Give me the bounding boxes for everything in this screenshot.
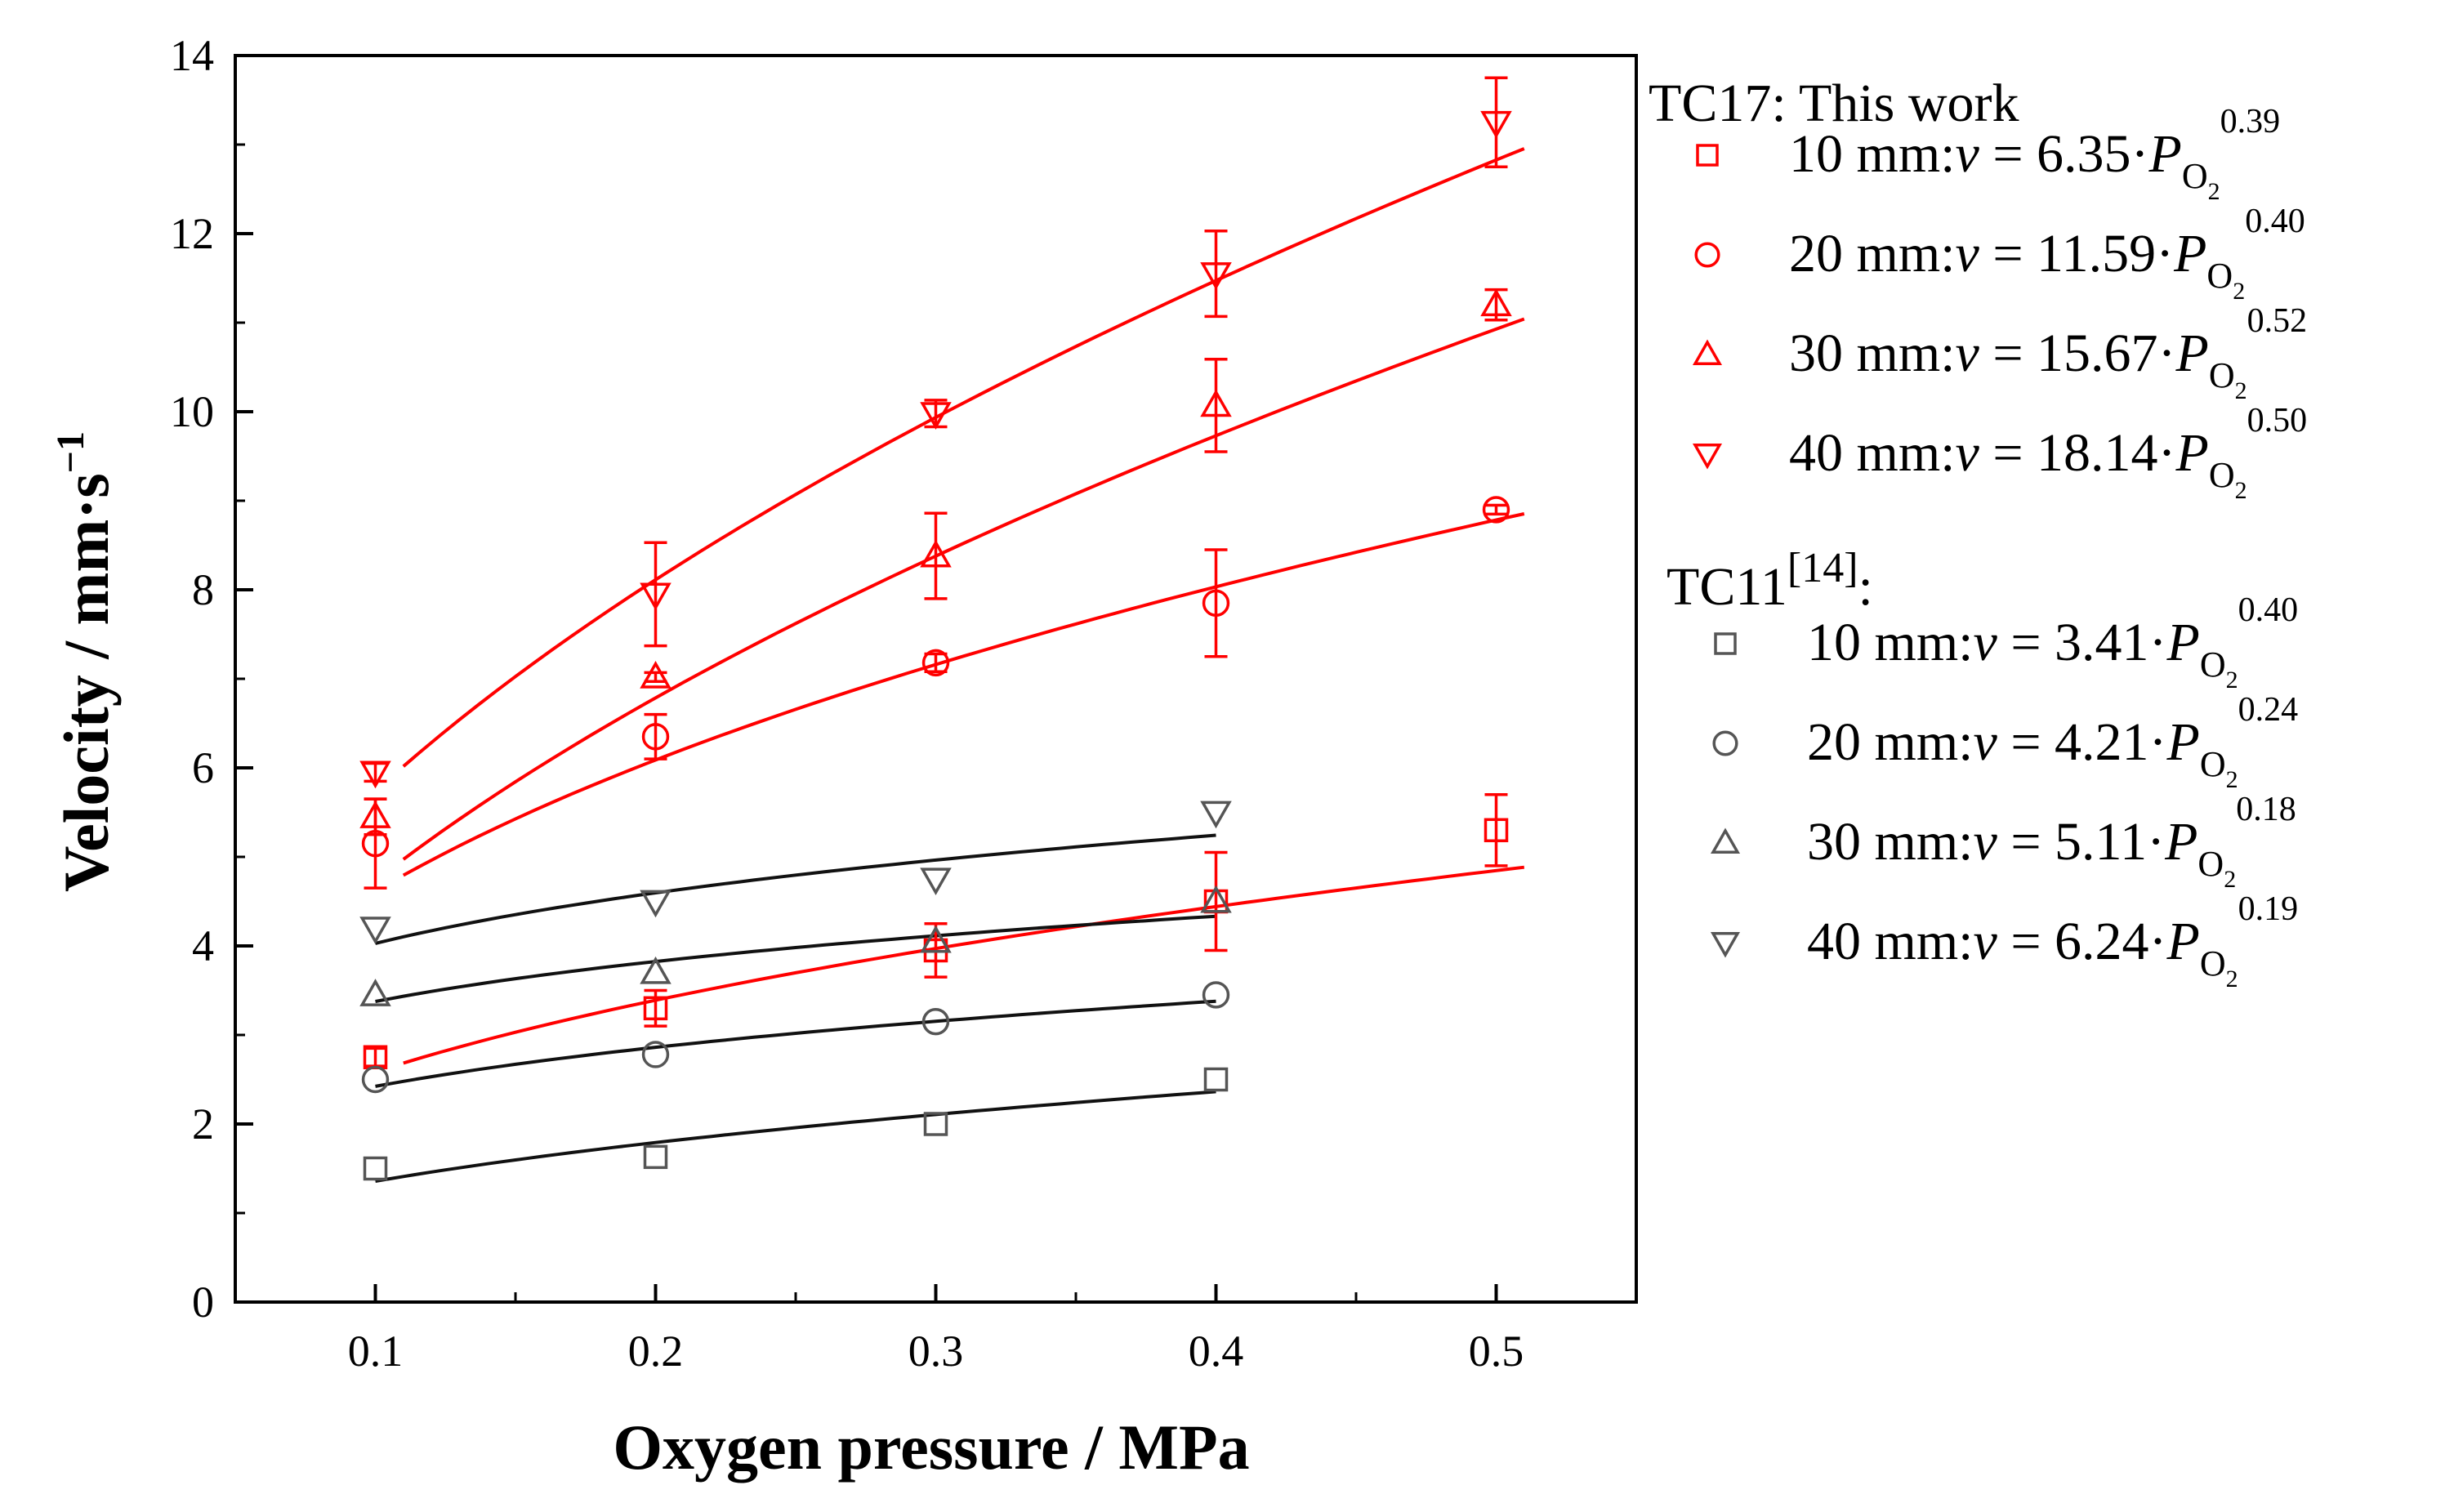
x-tick-label: 0.5	[1469, 1327, 1524, 1376]
y-tick-label: 12	[170, 209, 214, 258]
data-point	[1200, 389, 1232, 417]
fit-curve-tc11-30mm	[375, 914, 1216, 1003]
fit-curve-tc17-30mm	[402, 317, 1525, 861]
y-axis-title-main: Velocity / mm·s	[51, 473, 122, 892]
data-point	[923, 1112, 948, 1136]
y-tick-label: 6	[192, 743, 214, 792]
y-axis-title: Velocity / mm·s−1	[49, 431, 122, 892]
legend-marker	[1710, 932, 1741, 958]
data-point	[1203, 1067, 1229, 1092]
data-point	[1202, 589, 1230, 618]
data-point	[1200, 885, 1232, 913]
y-tick-label: 4	[192, 921, 214, 970]
data-point	[920, 539, 952, 568]
fit-curves	[375, 147, 1525, 1183]
legend-entry: 10 mm:v = 3.41·PO20.40	[1807, 591, 2298, 694]
legend-title-tc17: TC17: This work	[1649, 74, 2019, 133]
legend-entry: 40 mm:v = 18.14·PO20.50	[1789, 402, 2307, 504]
data-point	[640, 661, 672, 689]
data-point	[361, 1065, 390, 1094]
data-point	[641, 723, 670, 751]
legend-marker	[1692, 444, 1723, 470]
legend-marker	[1694, 242, 1720, 268]
data-point	[359, 917, 391, 944]
legend-entry: 20 mm:v = 11.59·PO20.40	[1789, 203, 2305, 305]
data-point	[640, 956, 672, 984]
legend-title-tc11: TC11[14]:	[1666, 545, 1873, 617]
legend-marker	[1696, 144, 1719, 167]
data-point	[359, 760, 391, 789]
data-point	[641, 1041, 670, 1068]
fit-curve-tc17-20mm	[402, 512, 1525, 877]
data-point	[921, 1007, 950, 1036]
y-axis-title-sup: −1	[49, 431, 92, 473]
data-point	[920, 402, 952, 430]
data-point	[359, 801, 391, 828]
y-tick-label: 8	[192, 565, 214, 614]
data-point	[1480, 110, 1512, 139]
legend-marker	[1712, 730, 1738, 756]
data-point	[921, 649, 950, 677]
data-point	[920, 925, 952, 953]
legend-marker	[1714, 632, 1737, 655]
legend-entry: 40 mm:v = 6.24·PO20.19	[1807, 890, 2298, 992]
fit-curve-tc17-40mm	[402, 147, 1525, 768]
x-tick-label: 0.4	[1189, 1327, 1244, 1376]
x-axis-title: Oxygen pressure / MPa	[613, 1412, 1249, 1483]
x-tick-label: 0.3	[908, 1327, 964, 1376]
data-point	[640, 890, 672, 918]
legend: TC17: This work TC11[14]: 10 mm:v = 6.35·P…	[1649, 74, 2307, 992]
data-point	[640, 582, 672, 611]
fit-curve-tc17-10mm	[403, 865, 1525, 1065]
y-tick-label: 0	[192, 1278, 214, 1327]
legend-entry: 10 mm:v = 6.35·PO20.39	[1789, 103, 2280, 205]
legend-entry: 30 mm:v = 15.67·PO20.52	[1789, 302, 2307, 404]
y-tick-label: 10	[170, 387, 214, 436]
x-tick-label: 0.1	[348, 1327, 404, 1376]
legend-entry: 30 mm:v = 5.11·PO20.18	[1807, 791, 2296, 893]
fit-curve-tc11-20mm	[375, 999, 1216, 1088]
data-point	[359, 979, 391, 1006]
data-point	[1482, 496, 1510, 524]
legend-marker	[1692, 339, 1723, 365]
data-point	[1480, 288, 1512, 317]
y-tick-label: 14	[170, 31, 214, 80]
data-point	[363, 1156, 388, 1181]
x-axis: 0.1 0.2 0.3 0.4 0.5	[234, 1284, 1524, 1376]
legend-marker	[1710, 827, 1741, 854]
legend-entry: 20 mm:v = 4.21·PO20.24	[1807, 691, 2298, 793]
data-points	[359, 76, 1512, 1181]
fit-curve-tc11-10mm	[375, 1090, 1216, 1183]
data-point	[1202, 981, 1230, 1009]
data-point	[1484, 818, 1509, 843]
data-point	[1200, 801, 1232, 829]
y-tick-label: 2	[192, 1099, 214, 1148]
x-tick-label: 0.2	[628, 1327, 684, 1376]
data-point	[920, 868, 952, 896]
y-axis: 0 2 4 6 8 10 12 14	[170, 31, 253, 1327]
data-point	[643, 1144, 668, 1170]
data-point	[1200, 262, 1232, 290]
data-point	[643, 996, 668, 1021]
fit-curve-tc11-40mm	[375, 833, 1216, 945]
